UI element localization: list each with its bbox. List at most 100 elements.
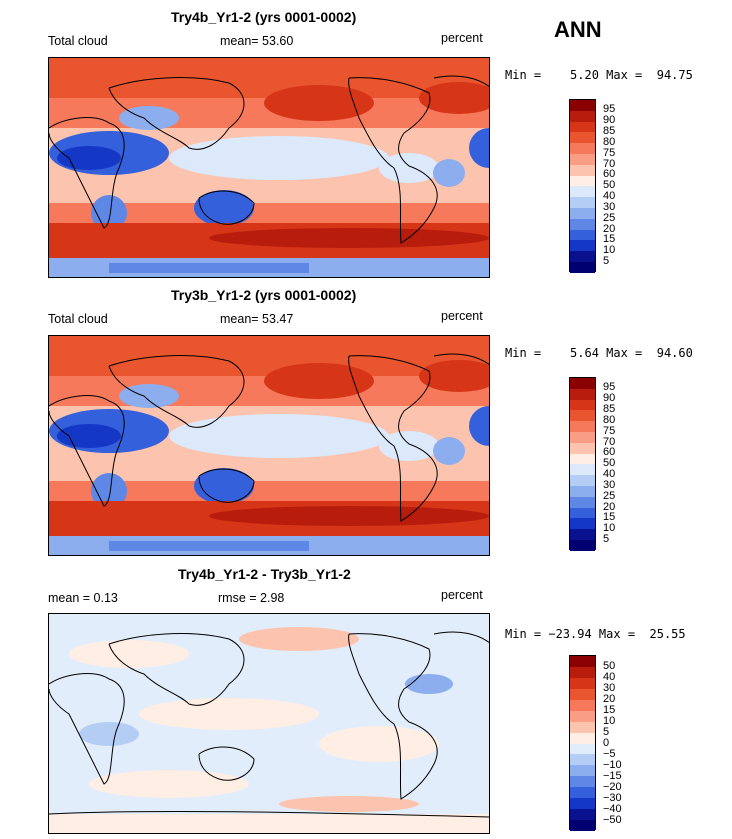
panel3-colorbar-swatch [570,688,595,700]
panel3-level-label: 30 [603,682,616,694]
panel2-colorbar-swatch [570,399,595,411]
panel2-east-pacific-clear [379,431,439,461]
panel3-colorbar-swatch [570,721,595,733]
panel3-colorbar-swatch [570,666,595,678]
panel3-colorbar-swatch [570,656,595,667]
panel2-title: Try3b_Yr1-2 (yrs 0001-0002) [171,287,357,303]
season-label: ANN [554,17,602,42]
panel1-map [48,57,490,278]
panel2-colorbar-swatch [570,431,595,443]
panel3-level-label: −15 [603,770,622,782]
panel2-colorbar-swatch [570,421,595,432]
panel2-colorbar-swatch [570,453,595,465]
panel1-colorbar-swatch [570,175,595,187]
panel3-colorbar-swatch [570,798,595,810]
panel1-coastlines [49,75,489,244]
panel3-level-label: −40 [603,803,622,815]
panel2-colorbar-swatch [570,378,595,389]
panel1-antarctica-core [109,263,309,273]
panel2-south-africa-clear [91,473,127,509]
panel3-diff-patch [319,726,439,762]
panel3-colorbar-swatch [570,809,595,821]
panel3-colorbar-swatch [570,743,595,755]
panel1-title: Try4b_Yr1-2 (yrs 0001-0002) [171,9,357,25]
panel1-brazil-clear [433,159,465,187]
panel3-level-label: −50 [603,814,622,826]
panel2-mean: mean= 53.47 [220,312,294,326]
panel2-coastlines [49,353,489,522]
panel1-middle-east-clear [119,106,179,130]
panel3-diff-patch [89,770,249,798]
panel1-level-label: 10 [603,244,616,256]
panel2-colorbar [569,377,596,551]
panel2-sahara-core [57,424,121,448]
panel2-colorbar-swatch [570,485,595,497]
panel3-colorbar [569,655,596,831]
panel2-colorbar-swatch [570,518,595,530]
panel2-units: percent [441,309,483,323]
panel2-colorbar-swatch [570,410,595,422]
panel2-level-label: 60 [603,446,616,458]
panel1-australia-clear [194,190,254,226]
panel2-australia-clear [194,468,254,504]
panel2-level-label: 85 [603,403,616,415]
panel3-colorbar-swatch [570,699,595,711]
panel3-colorbar-swatch [570,765,595,777]
panel1-level-label: 20 [603,223,616,235]
panel1-central-pacific-clear [169,136,389,180]
panel3-level-label: −5 [603,748,616,760]
panel2-north-atlantic-cloud [419,360,489,392]
panel1-level-label: 5 [603,255,610,267]
panel3-diff-patch [79,722,139,746]
panel1-level-label: 30 [603,201,616,213]
panel2-variable-label: Total cloud [48,312,108,326]
panel1-colorbar [569,99,596,273]
panel1-variable-label: Total cloud [48,34,108,48]
panel2-level-label: 50 [603,457,616,469]
panel2-level-label: 30 [603,479,616,491]
panel1-level-label: 60 [603,168,616,180]
panel1-colorbar-swatch [570,229,595,241]
panel2-central-pacific-clear [169,414,389,458]
panel1-colorbar-swatch [570,132,595,144]
panel2-level-label: 80 [603,414,616,426]
panel2-north-pacific-cloud [264,363,374,399]
panel2-southern-ocean-core [209,506,489,526]
panel3-diff-patch [405,674,453,694]
panel2-brazil-clear [433,437,465,465]
panel1-colorbar-swatch [570,164,595,176]
panel3-level-label: 0 [603,737,610,749]
panel3-coastlines [49,631,489,818]
panel2-level-label: 40 [603,468,616,480]
panel2-level-label: 70 [603,436,616,448]
panel1-colorbar-swatch [570,240,595,252]
panel3-colorbar-swatch [570,677,595,689]
panel3-map [48,613,490,834]
panel2-atlantic-clear [469,406,489,446]
panel1-north-atlantic-cloud [419,82,489,114]
panel2-level-label: 25 [603,490,616,502]
panel2-antarctica-core [109,541,309,551]
panel2-colorbar-swatch [570,475,595,486]
panel3-rmse: rmse = 2.98 [218,591,285,605]
panel2-level-label: 90 [603,392,616,404]
panel1-level-label: 75 [603,147,616,159]
panel2-colorbar-swatch [570,442,595,454]
panel1-minmax: Min = 5.20 Max = 94.75 [505,68,693,82]
panel2-colorbar-swatch [570,388,595,400]
panel1-level-label: 50 [603,179,616,191]
panel1-colorbar-swatch [570,251,595,262]
panel1-level-label: 80 [603,136,616,148]
panel2-colorbar-swatch [570,496,595,508]
panel3-colorbar-swatch [570,787,595,799]
panel2-colorbar-swatch [570,529,595,540]
panel2-minmax: Min = 5.64 Max = 94.60 [505,346,693,360]
panel1-sahara-core [57,146,121,170]
panel1-level-label: 95 [603,103,616,115]
panel3-level-label: 20 [603,693,616,705]
panel3-diff-patch [239,627,359,651]
panel2-level-label: 10 [603,522,616,534]
panel2-level-label: 20 [603,501,616,513]
panel2-level-label: 15 [603,511,616,523]
panel3-mean: mean = 0.13 [48,591,118,605]
